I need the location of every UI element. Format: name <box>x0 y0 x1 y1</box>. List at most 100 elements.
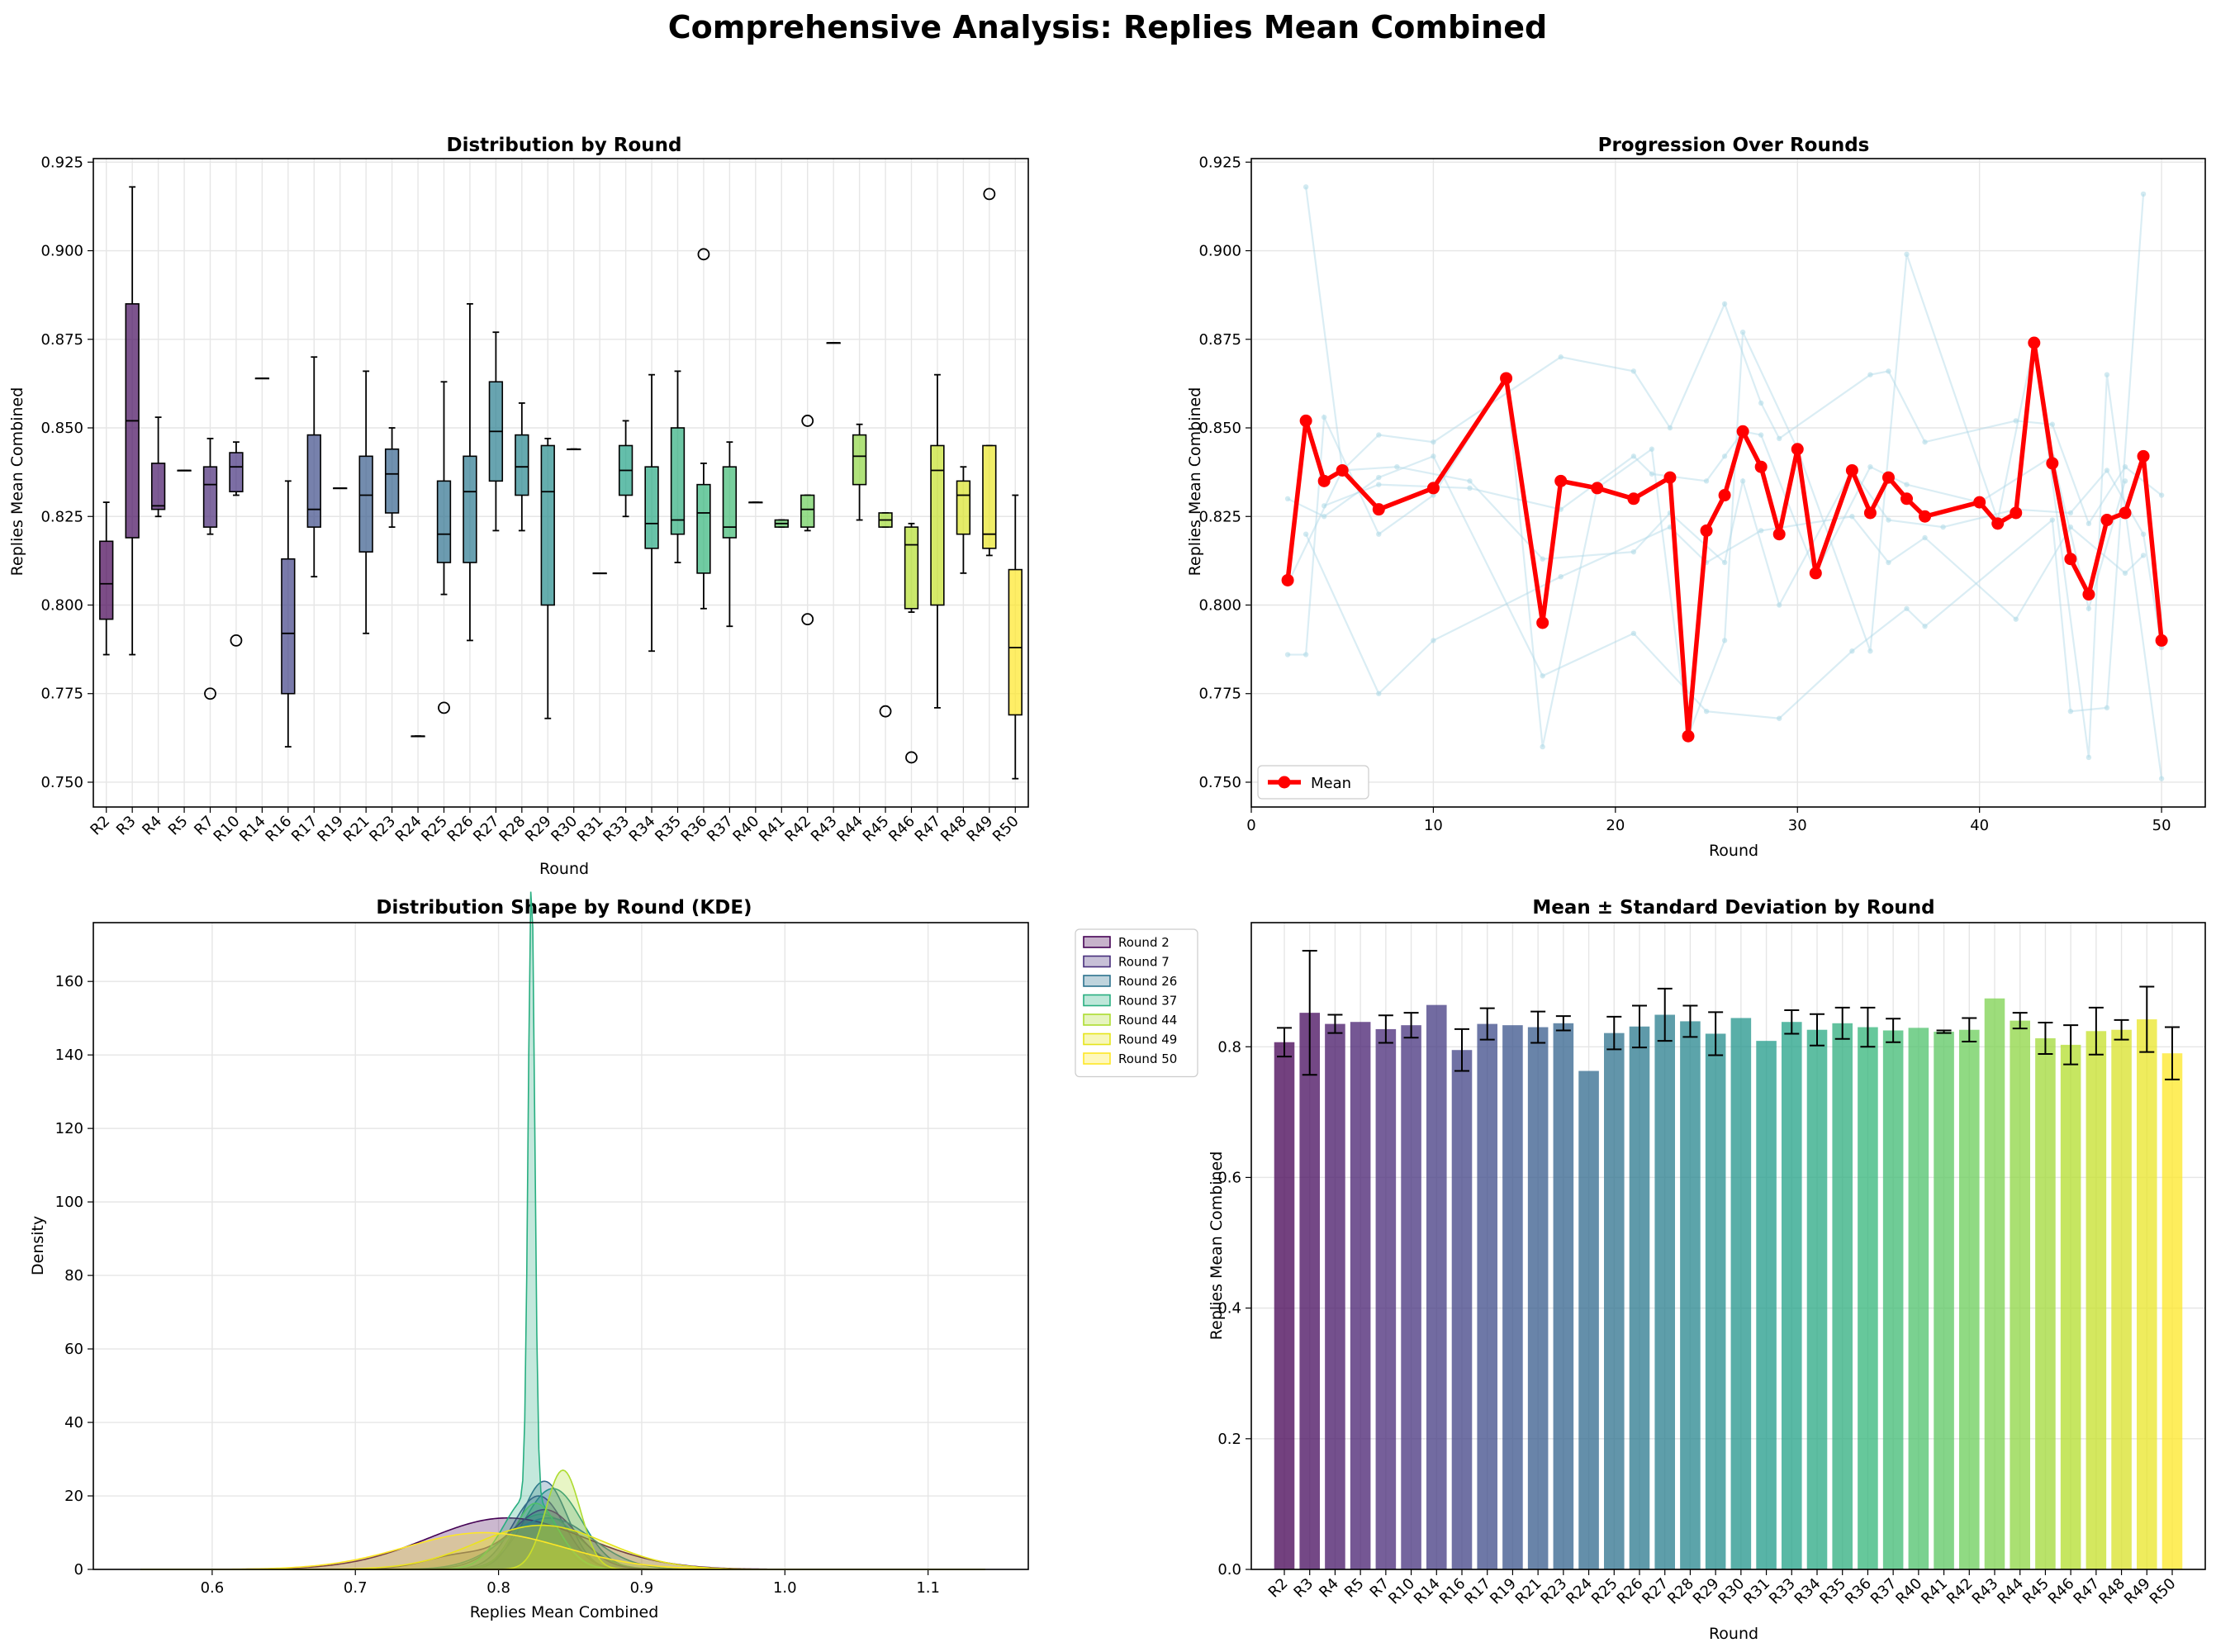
kde-legend-swatch <box>1083 936 1111 948</box>
box-R47 <box>930 373 945 709</box>
kde-legend-swatch <box>1083 1052 1111 1065</box>
progression-run-point <box>1739 329 1746 335</box>
progression-run-point <box>1904 251 1910 258</box>
progression-run-point <box>1940 524 1946 530</box>
box-body <box>852 434 867 486</box>
bar-panel: Mean ± Standard Deviation by Round Round… <box>1208 897 2206 1643</box>
mean-line <box>1285 340 2164 738</box>
kde-legend-swatch <box>1083 994 1111 1007</box>
box-body <box>150 463 166 510</box>
mean-point <box>1500 372 1513 385</box>
bar-ylabel: Replies Mean Combined <box>1208 1151 1226 1341</box>
bar-R30 <box>1730 1018 1752 1569</box>
progression-run-point <box>1540 743 1545 750</box>
progression-ytick-label: 0.875 <box>1198 331 1241 349</box>
progression-frame <box>1250 158 2206 808</box>
mean-point <box>1718 489 1731 502</box>
bar-R37 <box>1882 1030 1904 1569</box>
bar-R43 <box>1984 998 2005 1569</box>
bar-R44 <box>2010 1020 2030 1569</box>
bar-ytick-label: 0.4 <box>1217 1300 1241 1317</box>
box-R17 <box>306 356 321 578</box>
box-R25 <box>436 381 452 714</box>
box-R42 <box>800 415 815 626</box>
boxplot-title: Distribution by Round <box>447 135 682 156</box>
progression-run-point <box>1284 496 1291 502</box>
mean-point <box>1317 474 1331 487</box>
box-outlier <box>438 701 450 714</box>
progression-run-point <box>1376 432 1382 438</box>
progression-run-point <box>1431 439 1436 445</box>
bar-R49 <box>2137 1019 2157 1569</box>
progression-ytick-label: 0.900 <box>1198 243 1241 260</box>
mean-point <box>1554 474 1568 487</box>
box-body <box>982 444 997 549</box>
boxplot-ytick-label: 0.750 <box>40 774 83 791</box>
bar-R33 <box>1782 1022 1802 1569</box>
kde-xlabel: Replies Mean Combined <box>470 1603 659 1621</box>
box-body <box>670 427 686 535</box>
progression-run-point <box>2086 520 2092 527</box>
box-body <box>281 558 296 695</box>
kde-legend-label: Round 26 <box>1118 974 1177 989</box>
box-body <box>515 434 529 496</box>
progression-ytick-label: 0.825 <box>1198 508 1241 525</box>
bar-R21 <box>1527 1027 1549 1569</box>
mean-point <box>1536 616 1549 629</box>
progression-run-point <box>1867 463 1873 470</box>
mean-point <box>2155 634 2168 647</box>
kde-ytick-label: 80 <box>64 1267 83 1284</box>
legend-mean-marker <box>1278 776 1291 789</box>
progression-run-point <box>1758 432 1764 438</box>
progression-run-point <box>1394 463 1400 470</box>
kde-ytick-label: 20 <box>64 1488 83 1505</box>
boxplot-ytick-label: 0.925 <box>40 154 83 171</box>
progression-run-point <box>2013 418 2019 424</box>
mean-point <box>1845 463 1858 477</box>
mean-point <box>1663 471 1677 484</box>
progression-run-point <box>1467 478 1473 484</box>
progression-run-point <box>2140 553 2147 558</box>
progression-run-point <box>2013 616 2019 622</box>
box-R46 <box>904 522 919 764</box>
kde-legend-swatch <box>1083 1032 1111 1046</box>
kde-legend-label: Round 37 <box>1118 994 1177 1009</box>
progression-run-point <box>1303 184 1309 190</box>
progression-run-point <box>1649 471 1655 477</box>
progression-xtick-label: 40 <box>1970 817 1989 834</box>
bar-R5 <box>1350 1022 1371 1569</box>
progression-run-point <box>2122 478 2128 484</box>
progression-run-point <box>1467 485 1473 491</box>
progression-run-point <box>1777 602 1782 608</box>
progression-xlabel: Round <box>1709 842 1758 860</box>
kde-legend-swatch <box>1083 975 1111 987</box>
mean-point <box>2100 514 2114 527</box>
box-body <box>956 480 971 535</box>
box-R35 <box>670 370 686 563</box>
box-body <box>384 448 400 514</box>
box-R45 <box>878 512 893 718</box>
progression-run-point <box>1630 630 1637 637</box>
box-R34 <box>644 373 659 653</box>
box-outlier <box>879 705 892 718</box>
box-body <box>904 526 919 610</box>
progression-run-point <box>1777 715 1782 721</box>
box-outlier <box>801 613 814 626</box>
bar-R23 <box>1553 1023 1574 1569</box>
box-R3 <box>125 186 140 656</box>
bar-R25 <box>1604 1032 1625 1569</box>
progression-ytick-label: 0.750 <box>1198 774 1241 791</box>
progression-run-point <box>1558 354 1564 360</box>
box-outlier <box>905 751 918 764</box>
mean-point <box>2119 506 2132 520</box>
box-body <box>722 466 738 539</box>
legend-mean-label: Mean <box>1311 775 1351 792</box>
bar-R26 <box>1629 1026 1650 1569</box>
bar-R2 <box>1274 1042 1295 1569</box>
box-body <box>229 452 244 493</box>
bar-R47 <box>2086 1031 2107 1569</box>
kde-legend-label: Round 7 <box>1118 955 1170 970</box>
bar-R36 <box>1858 1027 1878 1569</box>
box-R7 <box>202 437 218 700</box>
box-outlier <box>697 248 710 261</box>
